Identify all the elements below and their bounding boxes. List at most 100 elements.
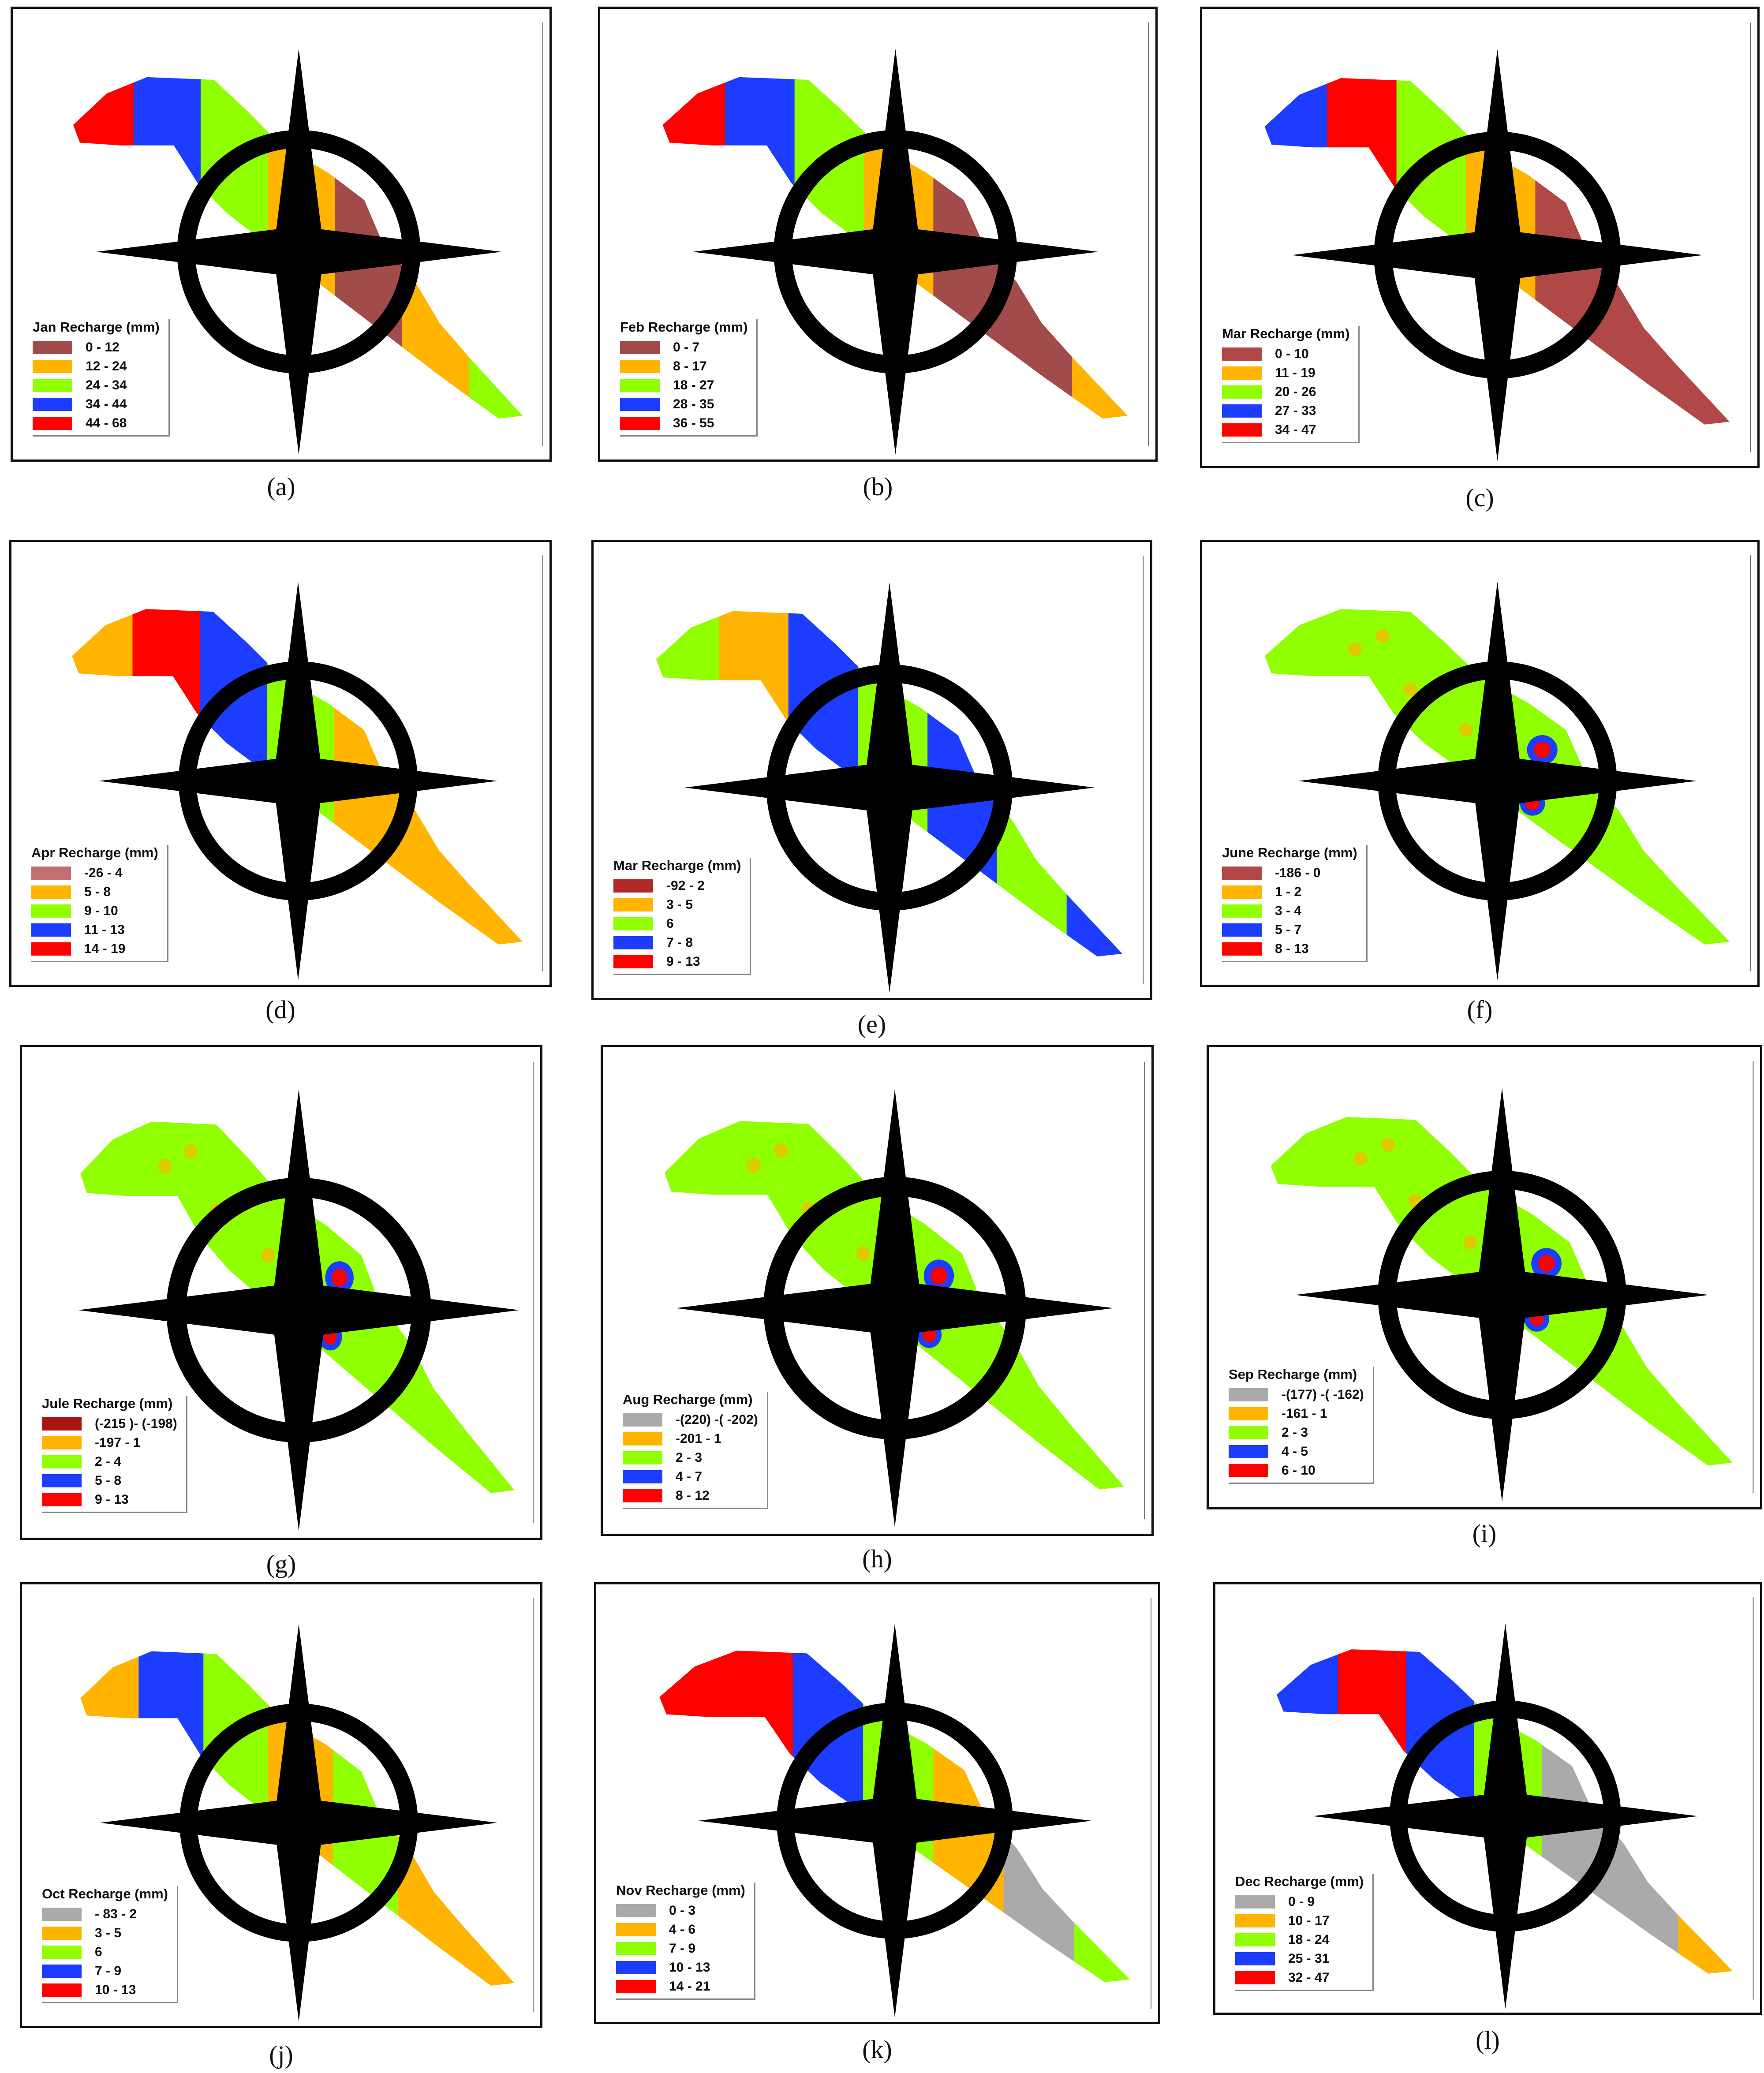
legend-label: 4 - 5 [1282, 1444, 1308, 1459]
legend-item: -197 - 1 [42, 1433, 177, 1452]
legend-item: 2 - 3 [1229, 1423, 1364, 1442]
north-arrow-icon [1298, 582, 1697, 980]
map-panel: June Recharge (mm) -186 - 0 1 - 2 3 - 4 5 -… [1200, 540, 1760, 987]
legend-title: Jan Recharge (mm) [33, 319, 160, 335]
legend-swatch [1235, 1971, 1275, 1984]
map-panel: Sep Recharge (mm) -(177) -( -162) -161 - … [1207, 1045, 1762, 1509]
legend-swatch [31, 885, 71, 899]
legend-title: Feb Recharge (mm) [620, 319, 748, 335]
legend-item: 0 - 3 [616, 1901, 745, 1920]
legend-swatch [623, 1413, 662, 1427]
legend-swatch [1222, 423, 1262, 437]
legend-swatch [1229, 1426, 1268, 1439]
legend-label: 9 - 10 [84, 903, 118, 918]
legend-label: 6 - 10 [1282, 1463, 1316, 1478]
legend: Jan Recharge (mm) 0 - 12 12 - 24 24 - 34 34… [33, 319, 170, 437]
recharge-zone [1459, 723, 1473, 737]
legend-swatch [42, 1436, 82, 1449]
legend-item: 6 [42, 1942, 168, 1961]
legend-label: 7 - 9 [669, 1941, 696, 1956]
legend: Sep Recharge (mm) -(177) -( -162) -161 - … [1229, 1367, 1374, 1484]
legend-title: Oct Recharge (mm) [42, 1886, 168, 1901]
legend-item: 7 - 9 [42, 1961, 168, 1980]
legend-swatch [33, 416, 72, 430]
legend-swatch [42, 1907, 82, 1921]
legend-swatch [623, 1432, 662, 1445]
legend-label: 3 - 5 [95, 1925, 122, 1940]
legend-label: 0 - 9 [1288, 1894, 1315, 1909]
legend-item: 28 - 35 [620, 395, 747, 414]
legend: Nov Recharge (mm) 0 - 3 4 - 6 7 - 9 10 - 13… [616, 1883, 755, 2000]
legend-label: 10 - 13 [95, 1982, 136, 1997]
panel-caption: (f) [1467, 995, 1493, 1024]
legend-item: - 83 - 2 [42, 1905, 168, 1924]
map-panel: Dec Recharge (mm) 0 - 9 10 - 17 18 - 24 25 … [1213, 1582, 1762, 2015]
legend-swatch [1229, 1407, 1268, 1420]
recharge-zone [158, 1158, 171, 1174]
panel-caption: (e) [857, 1010, 886, 1038]
legend-label: 10 - 13 [669, 1960, 710, 1975]
legend-swatch [33, 397, 72, 411]
legend-item: 10 - 13 [616, 1958, 745, 1977]
legend-label: 5 - 8 [84, 884, 111, 899]
legend-item: 14 - 21 [616, 1977, 745, 1996]
legend-label: 12 - 24 [86, 359, 127, 374]
panel-caption: (j) [269, 2040, 293, 2069]
legend-item: -186 - 0 [1222, 863, 1357, 882]
legend-swatch [613, 936, 653, 949]
legend-swatch [42, 1455, 82, 1468]
legend-label: 0 - 12 [86, 340, 120, 355]
legend-swatch [1222, 904, 1262, 918]
map-panel: Apr Recharge (mm) -26 - 4 5 - 8 9 - 10 11 -… [9, 540, 552, 987]
north-arrow-icon [1312, 1623, 1698, 2009]
north-arrow-icon [676, 1089, 1114, 1527]
legend: Apr Recharge (mm) -26 - 4 5 - 8 9 - 10 11 -… [31, 845, 168, 962]
legend-swatch [616, 1980, 656, 1993]
legend-item: 8 - 12 [623, 1486, 758, 1505]
recharge-zone [747, 1158, 761, 1173]
legend-title: June Recharge (mm) [1222, 845, 1357, 860]
legend-label: 0 - 10 [1275, 346, 1309, 361]
legend-label: 5 - 8 [95, 1473, 122, 1488]
legend-swatch [1222, 866, 1262, 880]
recharge-hotspot [1538, 1255, 1555, 1272]
legend-label: 7 - 9 [95, 1963, 122, 1978]
legend-item: 7 - 8 [613, 933, 741, 952]
map-panel: Jan Recharge (mm) 0 - 12 12 - 24 24 - 34 34… [11, 7, 552, 462]
legend-label: 34 - 47 [1275, 422, 1316, 437]
legend-label: -(220) -( -202) [676, 1412, 758, 1427]
legend-label: 14 - 21 [669, 1979, 710, 1994]
map-panel: Feb Recharge (mm) 0 - 7 8 - 17 18 - 27 28 -… [598, 7, 1158, 462]
recharge-zone [856, 1246, 871, 1261]
legend-swatch [1222, 366, 1262, 380]
legend-swatch [1222, 923, 1262, 937]
legend-label: 6 [666, 916, 674, 931]
legend-swatch [616, 1923, 656, 1936]
legend-item: 7 - 9 [616, 1939, 745, 1958]
legend-label: 44 - 68 [86, 415, 127, 430]
legend-label: - 83 - 2 [95, 1906, 137, 1921]
map-panel: Mar Recharge (mm) 0 - 10 11 - 19 20 - 26 27… [1200, 7, 1760, 468]
legend-label: 14 - 19 [84, 941, 126, 956]
legend-item: 18 - 27 [620, 376, 747, 395]
panel-caption: (l) [1476, 2026, 1500, 2054]
legend-label: 1 - 2 [1275, 884, 1302, 899]
recharge-zone [1464, 1235, 1478, 1250]
legend-item: 34 - 44 [33, 395, 160, 414]
panel-caption: (k) [862, 2035, 892, 2064]
legend-swatch [623, 1489, 662, 1502]
north-arrow-icon [78, 1089, 519, 1531]
legend-title: Mar Recharge (mm) [1222, 326, 1350, 341]
legend-swatch [31, 866, 71, 880]
legend-swatch [616, 1961, 656, 1974]
legend-label: 3 - 4 [1275, 903, 1302, 918]
legend-label: 25 - 31 [1288, 1951, 1330, 1966]
legend-swatch [620, 416, 660, 430]
legend-swatch [620, 340, 660, 354]
north-arrow-icon [698, 1624, 1092, 2018]
legend-swatch [613, 898, 653, 911]
recharge-hotspot [1534, 742, 1551, 758]
legend-label: 8 - 17 [673, 359, 707, 374]
north-arrow-icon [692, 49, 1099, 455]
recharge-zone [1348, 642, 1362, 656]
